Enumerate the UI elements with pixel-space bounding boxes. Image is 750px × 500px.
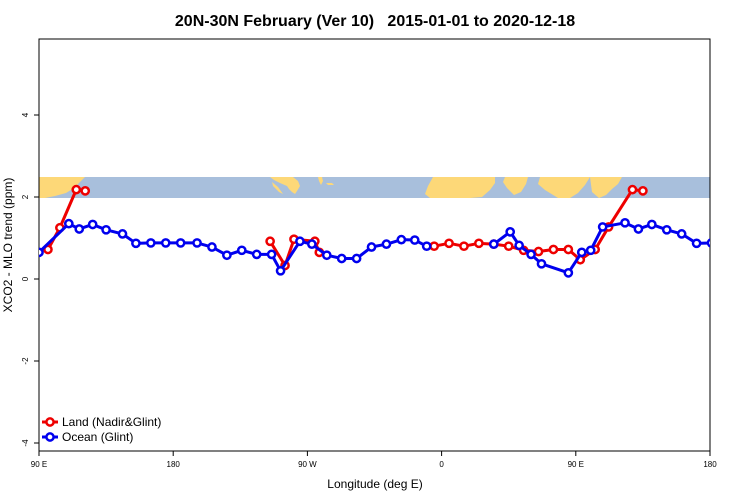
series-layer [39, 184, 730, 278]
data-point [576, 247, 587, 258]
y-tick-label: 0 [21, 276, 30, 281]
y-tick-label: -4 [21, 439, 30, 447]
data-point [638, 186, 648, 196]
data-point [396, 234, 407, 245]
x-tick-label: 90 W [298, 460, 317, 469]
series-ocean [39, 217, 730, 278]
map-land-florida [318, 177, 323, 185]
data-point [192, 238, 202, 248]
x-axis-label: Longitude (deg E) [327, 477, 422, 491]
data-point [265, 236, 275, 247]
data-point [131, 238, 141, 249]
data-point [43, 244, 53, 255]
data-point [351, 253, 362, 264]
data-point [71, 184, 82, 195]
data-point [409, 235, 420, 245]
data-point [597, 222, 608, 232]
data-point [160, 238, 171, 248]
data-point [266, 249, 277, 260]
data-point [536, 258, 547, 269]
data-point [505, 227, 516, 237]
x-tick-label: 180 [167, 460, 181, 469]
legend-item-land: Land (Nadir&Glint) [42, 415, 161, 429]
data-point [117, 229, 128, 239]
chart-title: 20N-30N February (Ver 10) 2015-01-01 to … [175, 13, 575, 30]
legend: Land (Nadir&Glint) Ocean (Glint) [42, 415, 161, 444]
data-point [691, 238, 702, 249]
data-point [661, 224, 672, 235]
data-point [175, 238, 186, 248]
y-axis-label: XCO2 - MLO trend (ppm) [1, 178, 15, 313]
data-point [222, 250, 232, 261]
legend-land-label: Land (Nadir&Glint) [62, 415, 161, 429]
data-point [207, 242, 217, 252]
data-point [723, 239, 730, 246]
data-point [548, 244, 559, 255]
x-tick-label: 0 [439, 460, 444, 469]
data-point [444, 238, 454, 249]
x-tick-label: 180 [703, 460, 717, 469]
data-point [514, 240, 524, 251]
data-point [336, 253, 347, 264]
data-point [321, 250, 332, 261]
data-point [503, 241, 514, 252]
x-axis: 90 E 180 90 W 0 90 E 180 [31, 451, 717, 469]
map-land-east-asia [590, 177, 622, 198]
map-land-africa [425, 177, 495, 198]
legend-ocean-marker [45, 432, 55, 442]
y-tick-label: 4 [21, 112, 30, 117]
data-point [585, 245, 596, 256]
x-tick-label: 90 E [31, 460, 47, 469]
data-point [526, 249, 536, 260]
data-point [563, 244, 574, 255]
data-point [236, 245, 247, 256]
world-map-strip [39, 177, 710, 198]
legend-ocean-label: Ocean (Glint) [62, 430, 133, 444]
data-point [421, 241, 432, 252]
data-point [474, 238, 484, 249]
map-land-india [538, 177, 590, 198]
map-land-asia-west [39, 177, 85, 198]
map-land-mexico [270, 177, 300, 194]
map-land-arabia [503, 177, 528, 195]
data-point [627, 184, 638, 195]
map-land-baja [272, 182, 283, 194]
data-point [633, 224, 644, 234]
data-point [488, 239, 499, 249]
y-tick-label: -2 [21, 357, 30, 365]
data-point [251, 249, 262, 260]
data-point [101, 224, 111, 235]
data-point [145, 238, 156, 248]
data-point [87, 219, 98, 230]
data-point [429, 241, 439, 252]
data-point [706, 238, 710, 248]
data-point [295, 236, 305, 247]
data-point [563, 268, 574, 278]
y-axis: -4 -2 0 2 4 [21, 112, 39, 447]
y-tick-label: 2 [21, 194, 30, 199]
legend-item-ocean: Ocean (Glint) [42, 430, 133, 444]
data-point [74, 224, 85, 234]
data-point [80, 186, 91, 196]
x-tick-label: 90 E [568, 460, 584, 469]
data-point [275, 265, 286, 276]
data-point [646, 219, 657, 230]
data-point [307, 239, 317, 249]
data-point [620, 217, 630, 228]
data-point [676, 229, 687, 239]
data-point [533, 246, 544, 257]
data-point [39, 247, 44, 258]
data-point [459, 241, 469, 252]
legend-land-marker [45, 417, 55, 427]
data-point [366, 242, 377, 252]
map-land-caribbean [326, 183, 334, 185]
data-point [381, 239, 392, 249]
data-point [63, 218, 74, 229]
